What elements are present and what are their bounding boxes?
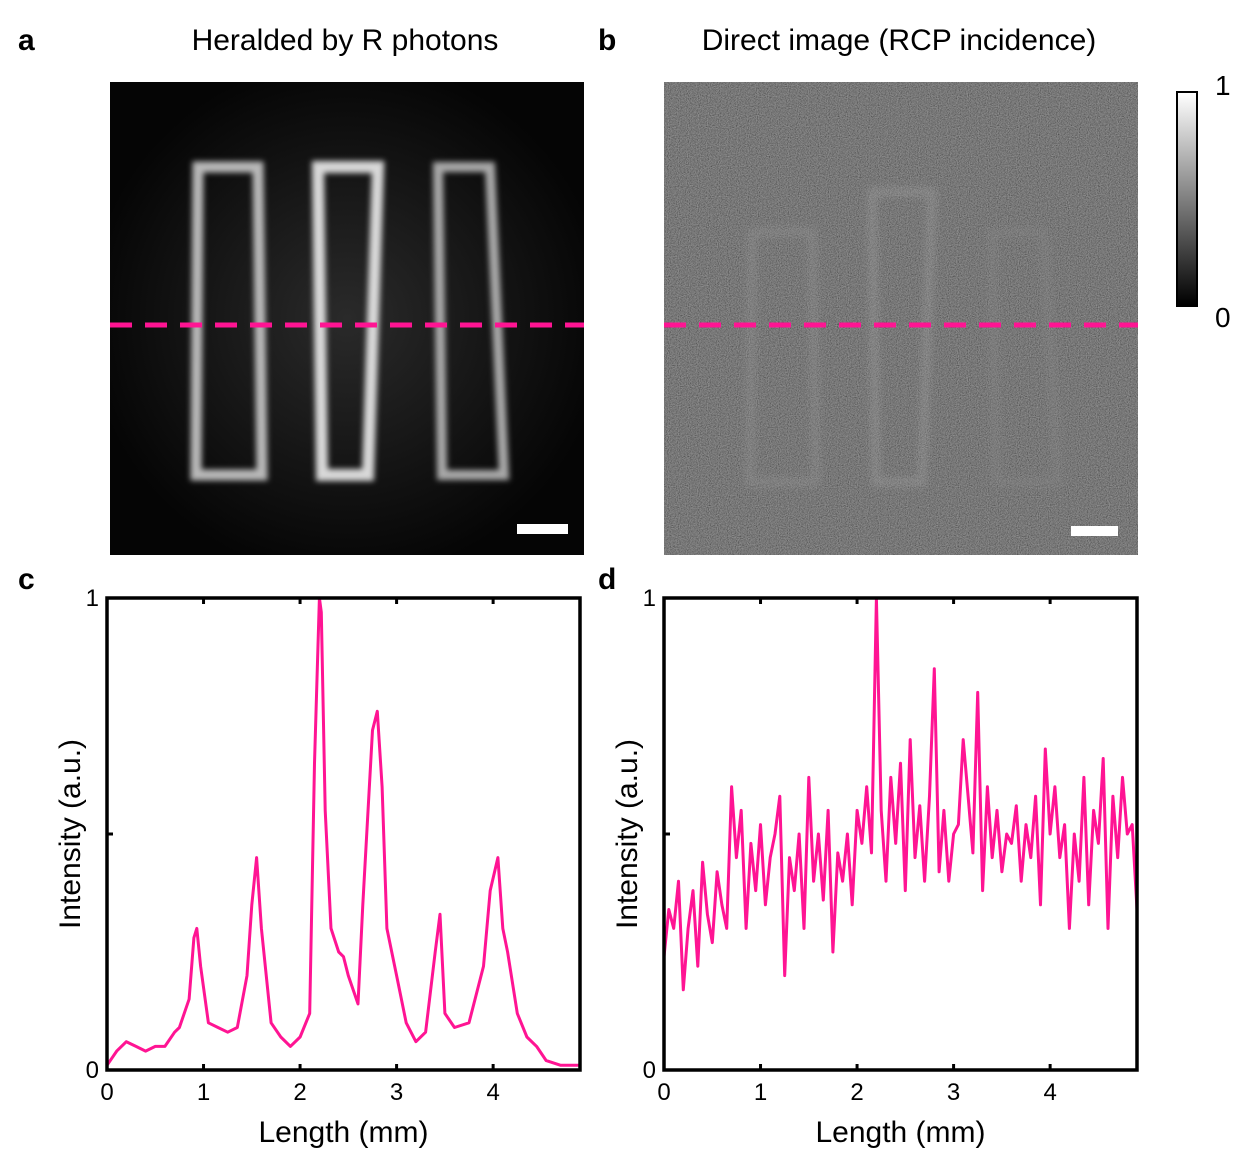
panel-title-a: Heralded by R photons (191, 24, 499, 57)
colorbar-min-label: 0 (1215, 302, 1231, 333)
x-tick-label-c: 2 (293, 1079, 306, 1106)
plot-frame-c (105, 596, 582, 1072)
x-tick-label-d: 1 (754, 1079, 767, 1106)
x-tick-label-d: 0 (657, 1079, 670, 1106)
heralded-bar-1 (190, 161, 268, 481)
x-tick-label-c: 3 (390, 1079, 403, 1106)
y-tick-label-d: 0 (643, 1057, 656, 1084)
y-axis-label-c: Intensity (a.u.) (54, 739, 87, 929)
scale-bar (1071, 526, 1118, 536)
scale-bar (517, 524, 568, 534)
direct-bar-1 (745, 228, 821, 486)
x-tick-label-c: 4 (486, 1079, 499, 1106)
y-axis-label-d: Intensity (a.u.) (611, 739, 644, 929)
direct-image (664, 82, 1138, 555)
x-tick-label-d: 3 (947, 1079, 960, 1106)
panel-letter-c: c (18, 563, 35, 596)
heralded-bar-2 (311, 161, 385, 481)
colorbar (1176, 91, 1198, 307)
panel-letter-a: a (18, 24, 35, 57)
colorbar-max-label: 1 (1215, 70, 1231, 101)
x-tick-label-c: 0 (100, 1079, 113, 1106)
profile-line-d (662, 596, 1139, 992)
panel-letter-d: d (598, 563, 617, 596)
heralded-bar-3 (432, 162, 510, 480)
direct-bar-3 (987, 228, 1063, 486)
x-axis-label-d: Length (mm) (815, 1116, 985, 1149)
y-tick-label-c: 1 (86, 585, 99, 612)
x-tick-label-d: 4 (1043, 1079, 1056, 1106)
x-tick-label-d: 2 (850, 1079, 863, 1106)
heralded-image (110, 82, 584, 555)
profile-line-c (105, 596, 580, 1067)
x-axis-label-c: Length (mm) (258, 1116, 428, 1149)
panel-title-b: Direct image (RCP incidence) (701, 24, 1097, 57)
panel-letter-b: b (598, 24, 617, 57)
y-tick-label-c: 0 (86, 1057, 99, 1084)
direct-bar-2 (867, 188, 937, 486)
y-tick-label-d: 1 (643, 585, 656, 612)
x-tick-label-c: 1 (197, 1079, 210, 1106)
